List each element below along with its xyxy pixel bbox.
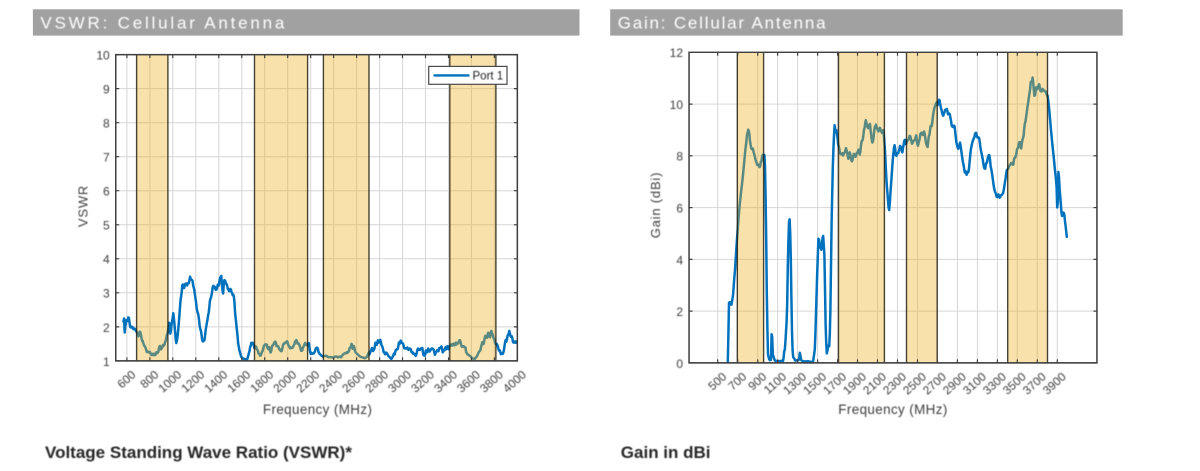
svg-text:12: 12 [670, 46, 684, 60]
svg-text:VSWR: Cellular Antenna: VSWR: Cellular Antenna [40, 14, 287, 33]
svg-text:1600: 1600 [224, 367, 253, 395]
svg-text:Gain (dBi): Gain (dBi) [648, 172, 663, 239]
svg-text:8: 8 [103, 117, 110, 131]
svg-text:600: 600 [114, 367, 138, 391]
svg-text:1200: 1200 [178, 367, 207, 395]
svg-text:10: 10 [670, 98, 684, 112]
svg-text:2600: 2600 [339, 367, 368, 395]
svg-text:Frequency (MHz): Frequency (MHz) [263, 402, 372, 417]
svg-text:3000: 3000 [385, 367, 414, 395]
svg-text:Voltage Standing Wave Ratio (V: Voltage Standing Wave Ratio (VSWR)* [45, 443, 352, 462]
svg-text:5: 5 [103, 219, 110, 233]
svg-text:3: 3 [103, 287, 110, 301]
svg-text:0: 0 [676, 357, 683, 371]
svg-text:9: 9 [103, 83, 110, 97]
svg-text:VSWR: VSWR [76, 185, 91, 227]
svg-text:2800: 2800 [362, 367, 391, 395]
svg-text:2200: 2200 [293, 367, 322, 395]
svg-text:3200: 3200 [408, 367, 437, 395]
svg-text:6: 6 [676, 202, 683, 216]
svg-text:2: 2 [103, 321, 110, 335]
svg-text:Gain in dBi: Gain in dBi [621, 443, 711, 462]
svg-text:2: 2 [676, 305, 683, 319]
svg-text:4: 4 [676, 253, 683, 267]
svg-text:4: 4 [103, 253, 110, 267]
svg-text:1000: 1000 [155, 367, 184, 395]
svg-text:7: 7 [103, 151, 110, 165]
svg-text:4000: 4000 [500, 367, 529, 395]
svg-text:8: 8 [676, 150, 683, 164]
svg-text:6: 6 [103, 185, 110, 199]
svg-text:Frequency (MHz): Frequency (MHz) [838, 402, 947, 417]
svg-text:3800: 3800 [477, 367, 506, 395]
svg-text:10: 10 [96, 49, 110, 63]
svg-text:Gain: Cellular Antenna: Gain: Cellular Antenna [618, 14, 828, 33]
svg-text:3400: 3400 [431, 367, 460, 395]
svg-text:1800: 1800 [247, 367, 276, 395]
svg-text:1: 1 [103, 355, 110, 369]
svg-text:Port 1: Port 1 [473, 71, 504, 83]
svg-text:1400: 1400 [201, 367, 230, 395]
svg-text:2400: 2400 [316, 367, 345, 395]
svg-text:3600: 3600 [454, 367, 483, 395]
svg-text:3900: 3900 [1040, 369, 1069, 397]
svg-text:2000: 2000 [270, 367, 299, 395]
